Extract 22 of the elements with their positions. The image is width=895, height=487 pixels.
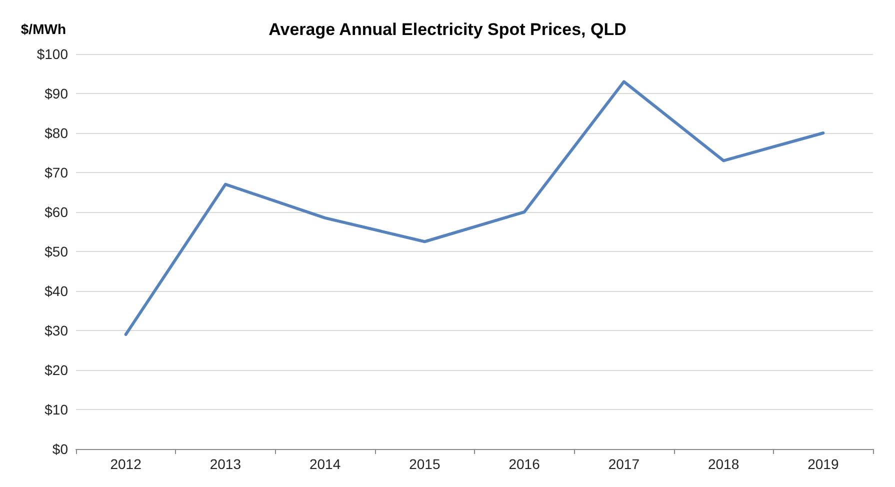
x-tick-label: 2019	[808, 456, 839, 472]
y-tick-label: $10	[44, 402, 68, 418]
y-axis-title: $/MWh	[20, 21, 66, 37]
y-tick-label: $40	[44, 283, 68, 299]
y-tick-label: $70	[44, 164, 68, 180]
y-tick-label: $80	[44, 125, 68, 141]
x-tick-label: 2017	[608, 456, 640, 472]
y-tick-label: $20	[44, 362, 68, 378]
y-tick-label: $30	[44, 322, 68, 338]
y-tick-label: $50	[44, 244, 68, 260]
chart-title: Average Annual Electricity Spot Prices, QLD	[268, 20, 626, 39]
x-tick-label: 2016	[508, 456, 540, 472]
y-tick-label: $0	[52, 441, 68, 457]
x-tick-label: 2013	[210, 456, 242, 472]
x-tick-label: 2015	[409, 456, 440, 472]
y-tick-label: $60	[44, 204, 68, 220]
line-series	[124, 80, 825, 336]
x-tick-label: 2014	[309, 456, 341, 472]
y-tick-label: $100	[36, 46, 68, 62]
x-tick-label: 2018	[708, 456, 740, 472]
y-tick-label: $90	[44, 86, 68, 102]
x-tick-label: 2012	[110, 456, 142, 472]
